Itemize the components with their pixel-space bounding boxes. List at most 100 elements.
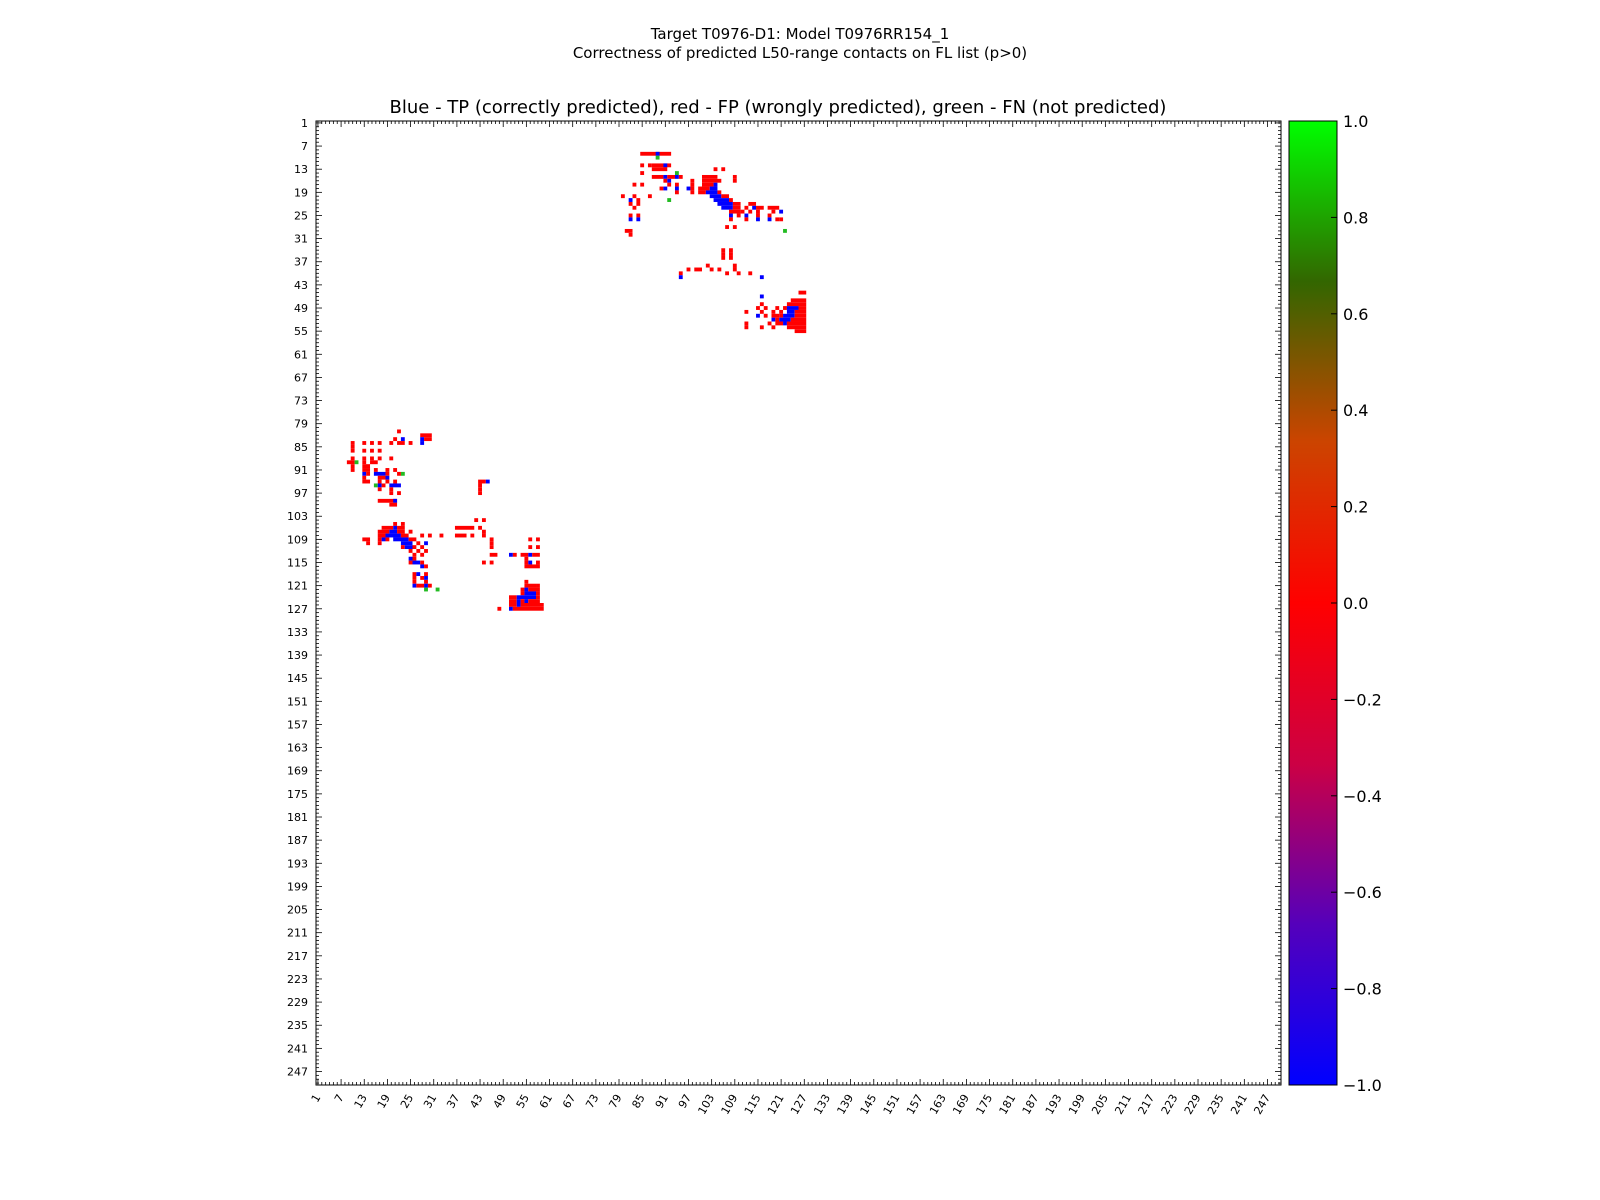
contact-cell-fp <box>783 306 787 310</box>
contact-cell-tp <box>783 321 787 326</box>
contact-cell-tp <box>674 186 679 191</box>
contact-cell-fp <box>370 456 374 461</box>
x-tick-label: 169 <box>950 1092 972 1117</box>
x-tick-label: 73 <box>583 1092 601 1111</box>
contact-cell-fn <box>435 587 440 592</box>
contact-cell-fp <box>763 313 768 318</box>
contact-cell-fp <box>748 271 753 276</box>
contact-cell-fp <box>628 201 633 206</box>
contact-cell-fp <box>377 448 382 453</box>
contact-cell-tp <box>729 213 733 218</box>
contact-cell-fp <box>636 198 641 202</box>
contact-cell-fp <box>481 529 486 534</box>
contact-cell-tp <box>655 151 660 156</box>
contact-cell-fp <box>528 587 540 592</box>
contact-cell-fp <box>536 545 540 550</box>
figure-title-line2: Correctness of predicted L50-range conta… <box>572 44 1028 62</box>
colorbar <box>1288 120 1338 1086</box>
contact-cell-fp <box>732 174 737 179</box>
contact-cell-tp <box>756 217 760 222</box>
contact-cell-fp <box>690 190 695 195</box>
contact-cell-fp <box>427 533 432 538</box>
contact-cell-fp <box>420 533 425 538</box>
contact-cell-fp <box>767 205 780 210</box>
x-tick-label: 67 <box>560 1092 578 1111</box>
contact-cell-fp <box>489 541 494 546</box>
contact-cell-fp <box>744 217 749 222</box>
contact-cell-fp <box>512 606 544 611</box>
contact-cell-fp <box>790 317 807 322</box>
contact-cell-fp <box>620 194 625 199</box>
y-tick-label: 25 <box>294 209 308 222</box>
contact-cell-tp <box>524 591 537 596</box>
contact-cell-fp <box>698 186 710 191</box>
contact-cell-tp <box>786 309 795 314</box>
contact-cell-fp <box>729 217 733 222</box>
y-tick-label: 163 <box>287 742 308 755</box>
contact-cell-tp <box>678 275 683 280</box>
contact-cell-fp <box>713 167 718 172</box>
contact-cell-fp <box>690 178 695 183</box>
contact-cell-fp <box>690 186 695 191</box>
y-tick-label: 139 <box>287 649 308 662</box>
contact-cell-tp <box>377 483 382 488</box>
contact-cell-fp <box>651 167 668 172</box>
contact-cell-fp <box>489 545 494 550</box>
contact-cell-fp <box>520 552 529 557</box>
x-tick-label: 241 <box>1228 1092 1250 1117</box>
contact-cell-fp <box>524 583 537 588</box>
contact-cell-fp <box>736 271 741 276</box>
contact-cell-fp <box>454 525 475 530</box>
y-tick-label: 133 <box>287 626 308 639</box>
contact-cell-fp <box>771 309 776 314</box>
x-tick-label: 211 <box>1112 1092 1134 1117</box>
contact-cell-tp <box>393 498 398 503</box>
contact-cell-fp <box>732 205 741 210</box>
contact-cell-fp <box>489 537 494 542</box>
contact-cell-fp <box>370 460 378 465</box>
contact-cell-fn <box>373 483 378 488</box>
contact-cell-fp <box>674 190 679 195</box>
y-tick-label: 73 <box>294 395 308 408</box>
contact-cell-fp <box>408 441 413 445</box>
contact-cell-fp <box>729 209 741 214</box>
contact-cell-fp <box>790 298 807 303</box>
contact-cell-fp <box>756 306 760 310</box>
contact-cell-fp <box>381 525 394 530</box>
contact-cell-fp <box>632 194 637 199</box>
y-tick-label: 151 <box>287 695 308 708</box>
contact-cell-fp <box>786 321 807 326</box>
contact-cell-tp <box>420 441 425 445</box>
contact-cell-tp <box>400 541 413 546</box>
x-tick-label: 235 <box>1205 1092 1227 1117</box>
contact-cell-fp <box>732 178 737 183</box>
contact-cell-fp <box>397 471 401 476</box>
contact-cell-fp <box>632 205 637 210</box>
contact-cell-fp <box>370 448 374 453</box>
contact-cell-fp <box>389 441 394 445</box>
contact-cell-fp <box>736 213 741 218</box>
contact-cell-fp <box>377 537 382 542</box>
contact-cell-fp <box>389 491 394 496</box>
contact-cell-fp <box>678 271 683 276</box>
x-tick-label: 97 <box>676 1092 694 1111</box>
x-tick-label: 205 <box>1089 1092 1111 1117</box>
contact-cell-fp <box>524 556 529 561</box>
contact-cell-fp <box>756 213 760 218</box>
x-tick-label: 55 <box>514 1092 532 1111</box>
contact-cell-fp <box>721 194 730 199</box>
y-tick-label: 223 <box>287 973 308 986</box>
contact-cell-fp <box>478 491 482 496</box>
contact-cell-fp <box>412 556 417 561</box>
contact-cell-tp <box>381 537 386 542</box>
contact-cell-fp <box>721 167 726 172</box>
contact-cell-fp <box>416 541 421 546</box>
contact-cell-fp <box>362 464 371 469</box>
x-tick-label: 247 <box>1251 1092 1273 1117</box>
x-tick-label: 193 <box>1043 1092 1065 1117</box>
y-tick-label: 115 <box>287 557 308 570</box>
contact-cell-fp <box>779 217 784 222</box>
contact-cell-fp <box>640 171 645 175</box>
contact-cell-tp <box>389 529 398 534</box>
